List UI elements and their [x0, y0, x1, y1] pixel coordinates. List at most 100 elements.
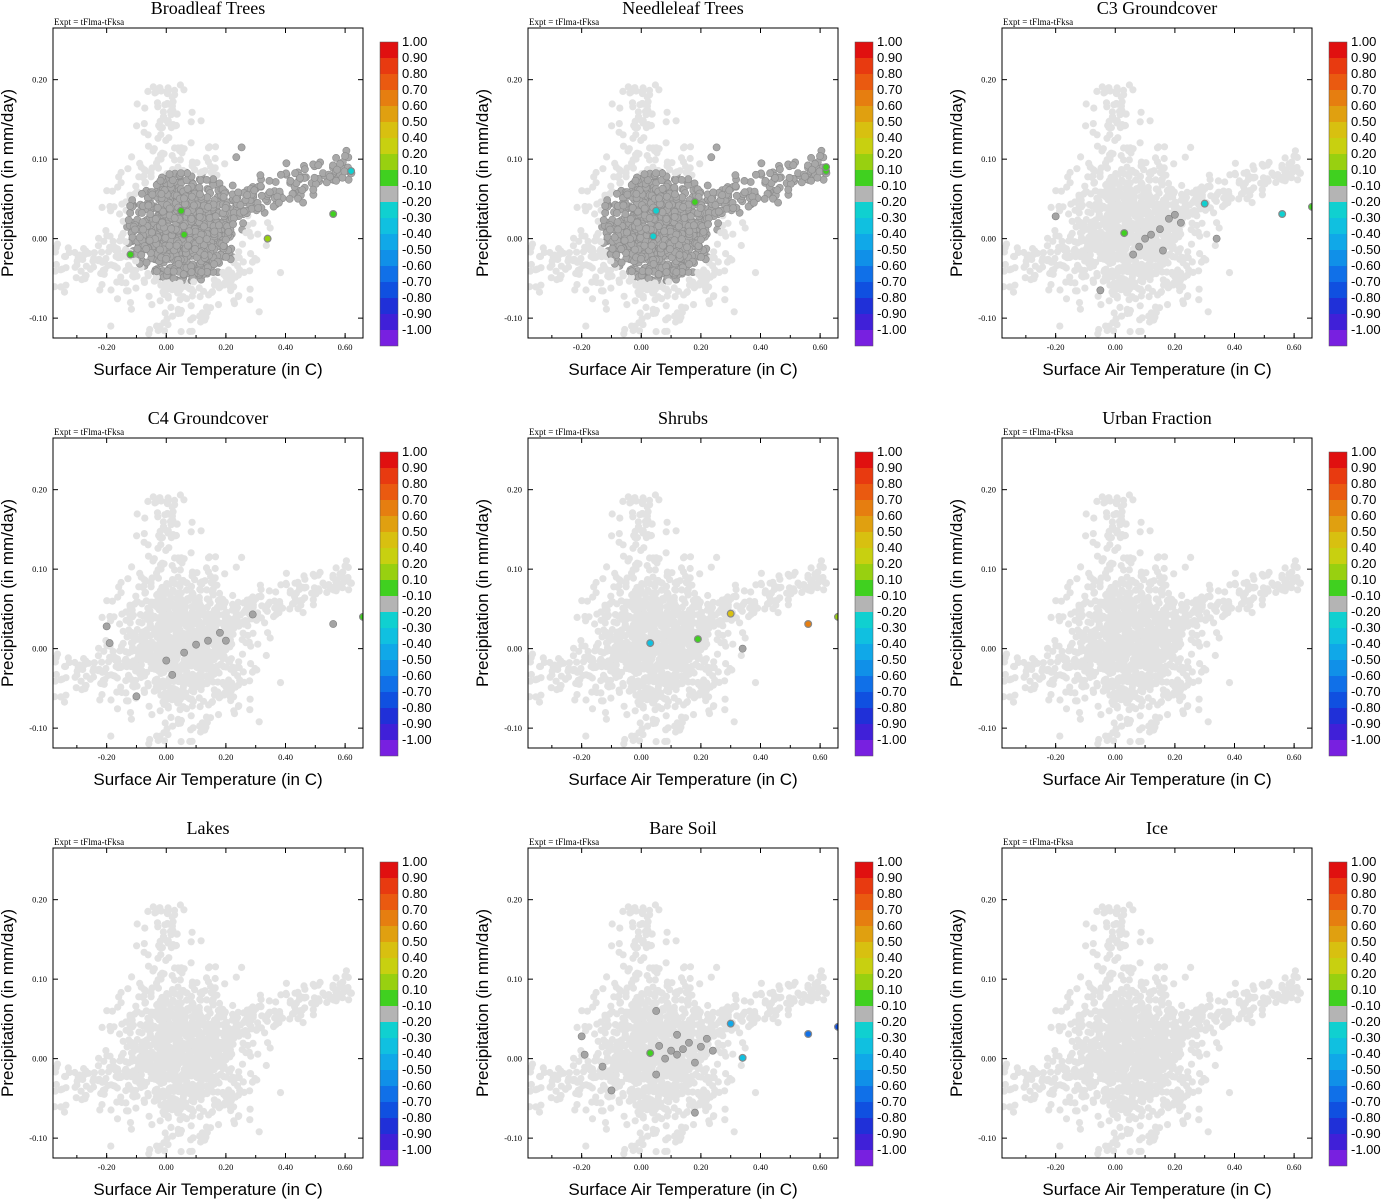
background-point — [1105, 246, 1113, 254]
y-tick-label: -0.10 — [504, 313, 522, 323]
background-point — [300, 165, 309, 174]
y-axis-label: Precipitation (in mm/day) — [473, 89, 492, 277]
background-point — [171, 285, 179, 293]
background-point — [187, 268, 196, 277]
background-point — [211, 564, 219, 573]
background-point — [157, 131, 165, 139]
background-point — [1076, 305, 1084, 313]
background-point — [709, 271, 718, 279]
active-point — [1159, 246, 1167, 255]
background-point — [195, 212, 204, 221]
background-point — [148, 301, 156, 309]
colorbar-swatch — [855, 282, 873, 298]
background-point — [229, 220, 237, 229]
background-point — [133, 122, 141, 130]
background-point — [157, 281, 165, 289]
background-point — [740, 188, 749, 197]
colorbar-swatch — [380, 330, 398, 346]
background-point — [1163, 301, 1172, 309]
background-point — [309, 185, 318, 194]
background-point — [1132, 169, 1140, 177]
background-point — [234, 672, 242, 680]
background-point — [658, 184, 667, 193]
background-point — [154, 614, 162, 622]
y-tick-label: 0.10 — [981, 154, 996, 164]
background-point — [1118, 98, 1126, 106]
background-point — [234, 271, 242, 279]
background-point — [646, 144, 654, 152]
background-point — [202, 175, 211, 184]
background-point — [219, 268, 227, 277]
background-point — [138, 218, 147, 226]
background-point — [1120, 285, 1128, 293]
background-point — [653, 283, 661, 291]
background-point — [195, 284, 203, 292]
colorbar-swatch — [380, 314, 398, 330]
background-point — [1144, 183, 1152, 191]
background-point — [599, 165, 607, 173]
background-point — [172, 121, 180, 130]
background-point — [1160, 154, 1168, 163]
background-point — [254, 230, 262, 238]
background-point — [310, 173, 319, 182]
background-point — [1102, 99, 1111, 107]
background-point — [1114, 170, 1123, 178]
colorbar-label: 0.10 — [1351, 162, 1376, 177]
background-point — [639, 292, 647, 300]
background-point — [199, 222, 208, 231]
background-point — [598, 253, 606, 261]
background-point — [131, 225, 139, 234]
background-point — [1105, 117, 1113, 125]
background-point — [631, 245, 639, 254]
background-point — [575, 257, 584, 265]
background-point — [599, 216, 608, 224]
background-point — [235, 292, 243, 300]
background-point — [167, 111, 175, 119]
background-point — [276, 269, 285, 277]
background-point — [245, 228, 253, 236]
background-point — [1095, 210, 1103, 218]
background-point — [1090, 179, 1098, 187]
background-point — [675, 250, 684, 259]
background-point — [679, 203, 688, 211]
background-point — [1136, 316, 1144, 324]
background-point — [262, 651, 270, 660]
background-point — [1129, 86, 1137, 94]
background-point — [700, 266, 708, 274]
y-tick-label: 0.20 — [981, 75, 996, 85]
background-point — [1056, 322, 1064, 330]
background-point — [1119, 267, 1127, 275]
background-point — [703, 181, 712, 190]
background-point — [61, 252, 69, 261]
colorbar-swatch — [855, 234, 873, 250]
background-point — [1002, 240, 1011, 248]
background-point — [1135, 285, 1143, 293]
colorbar-label: 1.00 — [402, 34, 427, 49]
background-point — [592, 179, 600, 187]
background-point — [1126, 328, 1134, 336]
background-point — [1214, 177, 1222, 185]
background-point — [1205, 171, 1213, 179]
background-point — [1294, 176, 1302, 184]
background-point — [608, 122, 616, 130]
background-point — [1194, 228, 1202, 236]
colorbar-swatch — [855, 106, 873, 122]
background-point — [53, 267, 59, 275]
background-point — [167, 635, 175, 643]
background-point — [633, 218, 642, 227]
background-point — [1203, 230, 1211, 238]
background-point — [106, 202, 114, 211]
background-point — [1062, 295, 1071, 303]
background-point — [1153, 203, 1161, 211]
background-point — [1093, 142, 1102, 150]
background-point — [769, 194, 777, 203]
colorbar-swatch — [855, 122, 873, 138]
background-point — [547, 274, 555, 282]
correlation-point — [690, 198, 699, 207]
background-point — [1002, 260, 1009, 269]
background-point — [166, 614, 174, 623]
background-point — [1055, 202, 1063, 211]
background-point — [234, 188, 243, 197]
background-point — [565, 249, 574, 257]
